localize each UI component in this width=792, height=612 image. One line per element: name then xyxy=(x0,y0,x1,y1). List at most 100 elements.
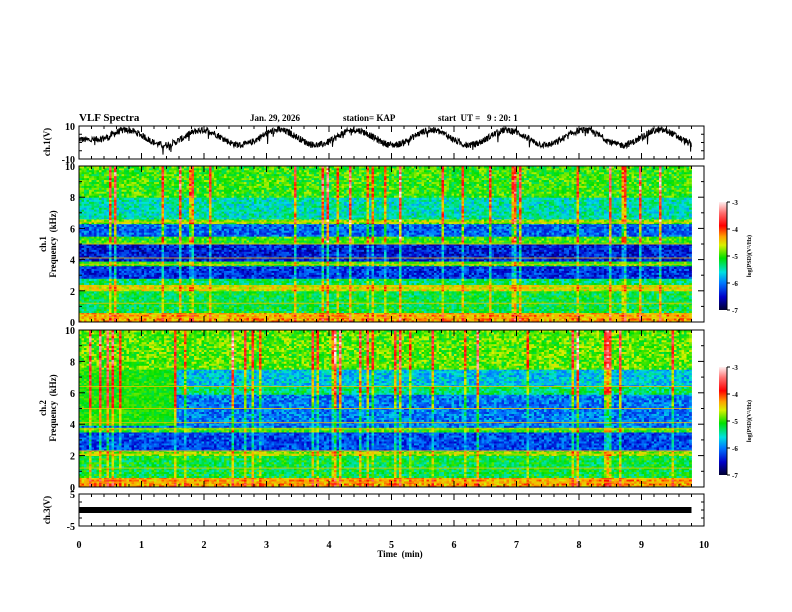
spectrogram-cell xyxy=(651,286,655,290)
spectrogram-cell xyxy=(489,320,492,322)
spectrogram-cell xyxy=(676,300,680,304)
spectrogram-cell xyxy=(174,318,177,321)
spectrogram-cell xyxy=(409,320,412,322)
spectrogram-cell xyxy=(494,295,497,298)
spectrogram-cell xyxy=(126,288,130,292)
spectrogram-cell xyxy=(461,293,465,296)
spectrogram-cell xyxy=(136,318,140,321)
spectrogram-cell xyxy=(146,293,150,296)
spectrogram-cell xyxy=(509,318,512,321)
spectrogram-cell xyxy=(191,291,195,294)
spectrogram-cell xyxy=(544,320,547,322)
spectrogram-cell xyxy=(234,300,237,304)
spectrogram-cell xyxy=(519,312,522,315)
spectrogram-cell xyxy=(586,293,590,296)
spectrogram-cell xyxy=(321,310,325,314)
spectrogram-cell xyxy=(614,299,617,302)
spectrogram-cell xyxy=(424,302,427,306)
spectrogram-cell xyxy=(676,295,680,298)
spectrogram-cell xyxy=(251,312,255,315)
spectrogram-cell xyxy=(189,306,192,310)
spectrogram-cell xyxy=(269,306,272,310)
spectrogram-cell xyxy=(141,288,145,292)
spectrogram-cell xyxy=(371,293,375,296)
spectrogram-cell xyxy=(226,291,230,294)
spectrogram-cell xyxy=(324,314,327,317)
spectrogram-cell xyxy=(234,318,237,321)
spectrogram-cell xyxy=(171,302,175,306)
spectrogram-cell xyxy=(604,312,607,315)
spectrogram-cell xyxy=(441,288,445,292)
spectrogram-cell xyxy=(176,291,180,294)
spectrogram-cell xyxy=(106,306,110,310)
spectrogram-cell xyxy=(399,293,402,296)
spectrogram-cell xyxy=(161,288,165,292)
spectrogram-cell xyxy=(404,304,407,308)
spectrogram-cell xyxy=(84,286,87,290)
spectrogram-cell xyxy=(684,295,687,298)
spectrogram-cell xyxy=(184,310,187,314)
spectrogram-cell xyxy=(671,320,675,322)
spectrogram-cell xyxy=(416,299,420,302)
spectrogram-cell xyxy=(479,295,482,298)
spectrogram-cell xyxy=(284,306,287,310)
spectrogram-cell xyxy=(224,291,227,294)
spectrogram-cell xyxy=(126,295,130,298)
spectrogram-cell xyxy=(209,312,212,315)
spectrogram-cell xyxy=(221,310,225,314)
spectrogram-cell xyxy=(624,318,627,321)
spectrogram-cell xyxy=(126,314,130,317)
spectrogram-cell xyxy=(359,295,362,298)
spectrogram-cell xyxy=(134,318,137,321)
spectrogram-cell xyxy=(561,318,565,321)
spectrogram-cell xyxy=(536,310,540,314)
spectrogram-cell xyxy=(204,300,207,304)
spectrogram-cell xyxy=(381,318,385,321)
spectrogram-cell xyxy=(496,308,500,312)
spectrogram-cell xyxy=(506,320,510,322)
spectrogram-cell xyxy=(546,308,550,312)
spectrogram-cell xyxy=(506,299,510,302)
spectrogram-cell xyxy=(94,288,97,292)
spectrogram-cell xyxy=(416,286,420,290)
spectrogram-cell xyxy=(536,314,540,317)
spectrogram-cell xyxy=(104,318,107,321)
spectrogram-cell xyxy=(306,299,310,302)
spectrogram-cell xyxy=(276,288,280,292)
spectrogram-cell xyxy=(646,300,650,304)
spectrogram-cell xyxy=(86,320,90,322)
spectrogram-cell xyxy=(441,295,445,298)
spectrogram-cell xyxy=(124,288,127,292)
spectrogram-cell xyxy=(326,291,330,294)
spectrogram-cell xyxy=(584,314,587,317)
spectrogram-cell xyxy=(501,302,505,306)
spectrogram-cell xyxy=(454,320,457,322)
spectrogram-cell xyxy=(326,295,330,298)
spectrogram-cell xyxy=(411,302,415,306)
spectrogram-cell xyxy=(104,302,107,306)
spectrogram-cell xyxy=(469,308,472,312)
spectrogram-cell xyxy=(176,310,180,314)
spectrogram-cell xyxy=(489,299,492,302)
spectrogram-cell xyxy=(134,300,137,304)
spectrogram-cell xyxy=(336,299,340,302)
spectrogram-cell xyxy=(104,286,107,290)
spectrogram-cell xyxy=(159,286,162,290)
spectrogram-cell xyxy=(286,293,290,296)
spectrogram-cell xyxy=(454,302,457,306)
spectrogram-cell xyxy=(684,308,687,312)
spectrogram-cell xyxy=(281,291,285,294)
spectrogram-cell xyxy=(124,312,127,315)
spectrogram-cell xyxy=(159,299,162,302)
spectrogram-cell xyxy=(679,302,682,306)
spectrogram-cell xyxy=(689,291,692,294)
spectrogram-cell xyxy=(101,306,105,310)
spectrogram-cell xyxy=(446,304,450,308)
spectrogram-cell xyxy=(559,291,562,294)
spectrogram-cell xyxy=(196,304,200,308)
spectrogram-cell xyxy=(436,297,440,300)
spectrogram-cell xyxy=(89,310,92,314)
spectrogram-cell xyxy=(176,286,180,290)
spectrogram-cell xyxy=(176,299,180,302)
